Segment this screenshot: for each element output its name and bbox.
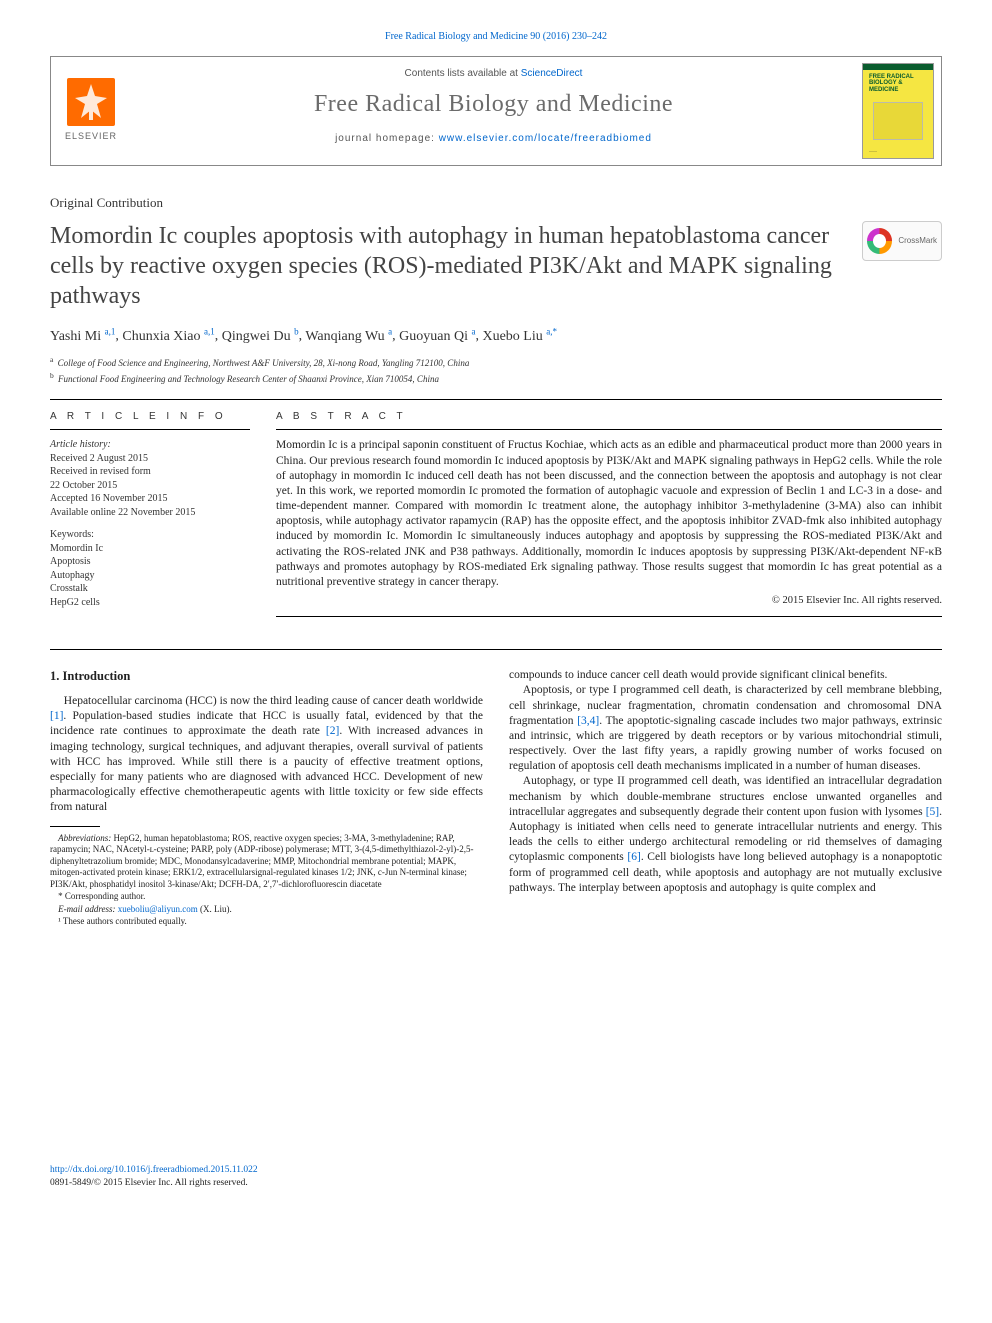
keyword: Autophagy — [50, 569, 250, 583]
affiliation: b Functional Food Engineering and Techno… — [50, 371, 942, 385]
abstract-text: Momordin Ic is a principal saponin const… — [276, 438, 942, 590]
footnotes: Abbreviations: HepG2, human hepatoblasto… — [50, 833, 483, 928]
crossmark-badge[interactable]: CrossMark — [862, 221, 942, 261]
author: Wanqiang Wu a — [305, 329, 392, 344]
abstract-copyright: © 2015 Elsevier Inc. All rights reserved… — [276, 594, 942, 608]
journal-cover: FREE RADICAL BIOLOGY & MEDICINE —— — [856, 57, 941, 165]
author: Xuebo Liu a,* — [482, 329, 557, 344]
journal-homepage: journal homepage: www.elsevier.com/locat… — [139, 132, 848, 146]
homepage-link[interactable]: www.elsevier.com/locate/freeradbiomed — [439, 133, 652, 144]
history-item: 22 October 2015 — [50, 479, 250, 493]
keywords-label: Keywords: — [50, 528, 250, 542]
cover-thumbnail: FREE RADICAL BIOLOGY & MEDICINE —— — [862, 63, 934, 159]
elsevier-tree-icon — [67, 78, 115, 126]
author: Guoyuan Qi a — [399, 329, 475, 344]
author-list: Yashi Mi a,1, Chunxia Xiao a,1, Qingwei … — [50, 325, 942, 347]
author: Chunxia Xiao a,1 — [122, 329, 214, 344]
citation-ref[interactable]: [2] — [326, 725, 339, 737]
keyword: Crosstalk — [50, 582, 250, 596]
keyword: Apoptosis — [50, 555, 250, 569]
affiliation: a College of Food Science and Engineerin… — [50, 355, 942, 369]
abbreviations: Abbreviations: HepG2, human hepatoblasto… — [50, 833, 483, 891]
elsevier-logo: ELSEVIER — [51, 57, 131, 165]
history-label: Article history: — [50, 438, 250, 452]
journal-header: ELSEVIER Contents lists available at Sci… — [50, 56, 942, 166]
article-info: A R T I C L E I N F O Article history: R… — [50, 410, 250, 625]
top-citation-link[interactable]: Free Radical Biology and Medicine 90 (20… — [385, 31, 607, 42]
sciencedirect-link[interactable]: ScienceDirect — [521, 68, 583, 79]
intro-para-3: Autophagy, or type II programmed cell de… — [509, 774, 942, 895]
citation-ref[interactable]: [3,4] — [577, 715, 599, 727]
article-title: Momordin Ic couples apoptosis with autop… — [50, 221, 942, 311]
history-item: Available online 22 November 2015 — [50, 506, 250, 520]
doi-link[interactable]: http://dx.doi.org/10.1016/j.freeradbiome… — [50, 1165, 258, 1175]
article-type: Original Contribution — [50, 194, 942, 212]
intro-para-2: Apoptosis, or type I programmed cell dea… — [509, 683, 942, 774]
top-citation: Free Radical Biology and Medicine 90 (20… — [50, 30, 942, 44]
intro-para-1-cont: compounds to induce cancer cell death wo… — [509, 668, 942, 683]
citation-ref[interactable]: [5] — [926, 806, 939, 818]
affiliations: a College of Food Science and Engineerin… — [50, 355, 942, 385]
author-email[interactable]: xueboliu@aliyun.com — [118, 904, 198, 914]
journal-name: Free Radical Biology and Medicine — [139, 88, 848, 120]
history-item: Received 2 August 2015 — [50, 452, 250, 466]
abstract-head: A B S T R A C T — [276, 410, 942, 424]
intro-heading: 1. Introduction — [50, 668, 483, 685]
header-center: Contents lists available at ScienceDirec… — [131, 57, 856, 165]
issn-copyright: 0891-5849/© 2015 Elsevier Inc. All right… — [50, 1178, 248, 1188]
contents-available: Contents lists available at ScienceDirec… — [139, 67, 848, 81]
author: Yashi Mi a,1 — [50, 329, 115, 344]
email-line: E-mail address: xueboliu@aliyun.com (X. … — [50, 904, 483, 916]
citation-ref[interactable]: [1] — [50, 710, 63, 722]
keyword: Momordin Ic — [50, 542, 250, 556]
article-info-head: A R T I C L E I N F O — [50, 410, 250, 424]
crossmark-label: CrossMark — [898, 236, 937, 247]
equal-contrib: ¹ These authors contributed equally. — [50, 916, 483, 928]
doi-block: http://dx.doi.org/10.1016/j.freeradbiome… — [50, 1164, 942, 1190]
keyword: HepG2 cells — [50, 596, 250, 610]
elsevier-wordmark: ELSEVIER — [65, 130, 117, 142]
citation-ref[interactable]: [6] — [627, 851, 640, 863]
crossmark-icon — [867, 228, 892, 254]
abstract: A B S T R A C T Momordin Ic is a princip… — [276, 410, 942, 625]
body-columns: 1. Introduction Hepatocellular carcinoma… — [50, 668, 942, 1148]
author: Qingwei Du b — [222, 329, 299, 344]
intro-para-1: Hepatocellular carcinoma (HCC) is now th… — [50, 694, 483, 815]
history-item: Accepted 16 November 2015 — [50, 492, 250, 506]
corresponding-author: * Corresponding author. — [50, 891, 483, 903]
history-item: Received in revised form — [50, 465, 250, 479]
